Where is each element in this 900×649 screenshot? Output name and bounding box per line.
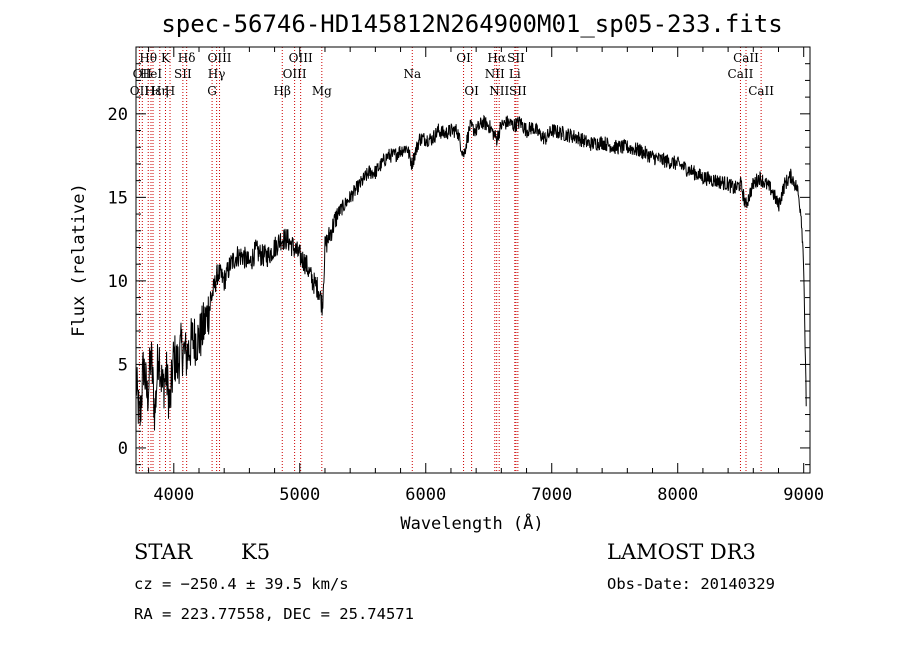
object-class: STAR <box>134 540 193 564</box>
spectral-line-label: OII <box>130 84 150 98</box>
spectral-line-label: Hγ <box>208 67 226 81</box>
plot-frame <box>135 46 811 474</box>
spectral-line-label: HeI <box>140 67 163 81</box>
x-axis-label: Wavelength (Å) <box>400 512 543 534</box>
spectral-line-label: OIII <box>289 51 313 65</box>
redshift-velocity: cz = −250.4 ± 39.5 km/s <box>134 575 349 593</box>
spectral-line-label: Mg <box>312 84 332 98</box>
chart-title: spec-56746-HD145812N264900M01_sp05-233.f… <box>161 10 782 38</box>
spectral-line-label: K <box>161 51 171 65</box>
survey-name: LAMOST DR3 <box>607 540 756 564</box>
y-tick-label: 0 <box>118 439 128 459</box>
spectrum-line <box>135 114 807 431</box>
y-tick-label: 15 <box>108 188 128 208</box>
spectral-line-label: OII <box>133 67 153 81</box>
spectral-line-label: G <box>207 84 217 98</box>
spectral-line-label: Hη <box>151 84 169 98</box>
x-tick-label: 6000 <box>405 485 446 505</box>
observation-date: Obs-Date: 20140329 <box>607 575 775 593</box>
x-tick-label: 8000 <box>657 485 698 505</box>
y-tick-label: 10 <box>108 272 128 292</box>
spectral-line-label: Na <box>403 67 421 81</box>
spectral-line-label: Li <box>509 67 521 81</box>
x-tick-label: 7000 <box>531 485 572 505</box>
spectral-line-label: Hβ <box>274 84 291 98</box>
spectral-line-label: NII <box>485 67 505 81</box>
spectral-line-label: CaII <box>733 51 759 65</box>
spectral-line-label: CaII <box>728 67 754 81</box>
spectral-line-label: SII <box>507 51 525 65</box>
x-tick-label: 4000 <box>153 485 194 505</box>
spectral-line-label: Hε <box>145 84 162 98</box>
spectral-line-label: Hθ <box>139 51 157 65</box>
y-axis-label: Flux (relative) <box>69 183 89 337</box>
spectral-line-label: NII <box>489 84 509 98</box>
x-tick-label: 9000 <box>783 485 824 505</box>
y-tick-label: 5 <box>118 355 128 375</box>
spectral-line-label: SII <box>174 67 192 81</box>
spectral-line-label: Hδ <box>178 51 196 65</box>
spectral-line-label: SII <box>509 84 527 98</box>
spectral-line-label: OIII <box>207 51 231 65</box>
spectral-line-label: Hα <box>487 51 506 65</box>
spectral-line-label: OIII <box>283 67 307 81</box>
spectral-line-label: CaII <box>748 84 774 98</box>
y-axis-ticks: 0 5 10 15 20 <box>108 63 810 466</box>
spectral-line-label: OI <box>464 84 479 98</box>
spectral-line-label: OI <box>456 51 471 65</box>
object-subclass: K5 <box>241 540 270 564</box>
x-axis-ticks: 4000 5000 6000 7000 8000 9000 <box>148 47 824 505</box>
x-tick-label: 5000 <box>279 485 320 505</box>
coordinates: RA = 223.77558, DEC = 25.74571 <box>134 605 414 623</box>
spectral-line-label: H <box>165 84 175 98</box>
y-tick-label: 20 <box>108 105 128 125</box>
